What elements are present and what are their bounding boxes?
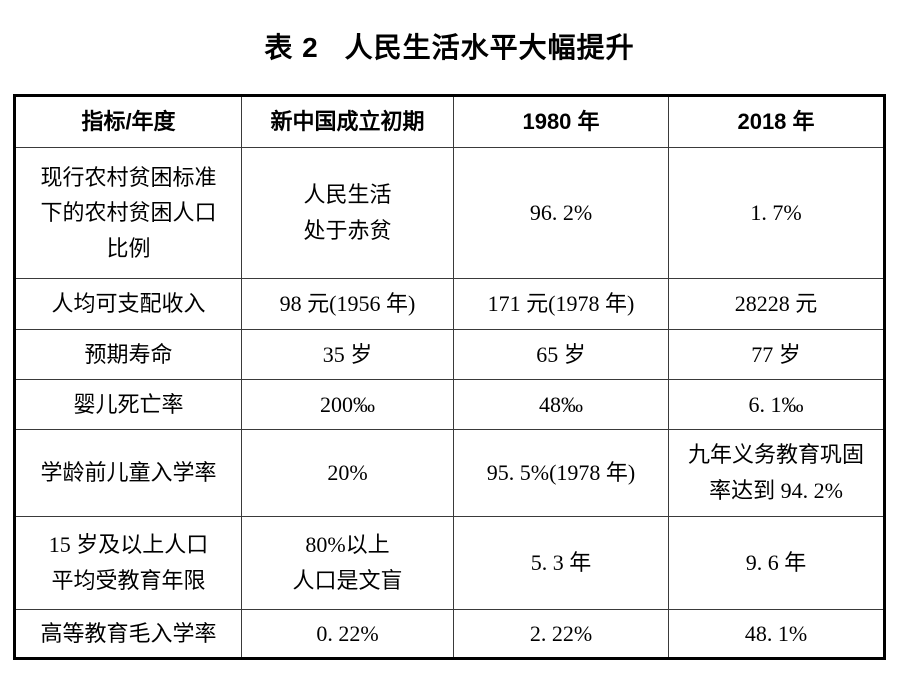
table-row-higher-education-enrollment: 高等教育毛入学率 0. 22% 2. 22% 48. 1% [14,609,885,659]
column-header-2018: 2018 年 [668,95,885,148]
table-row-infant-mortality: 婴儿死亡率 200‰ 48‰ 6. 1‰ [14,379,885,430]
table-cell: 28228 元 [668,278,885,330]
data-table: 指标/年度 新中国成立初期 1980 年 2018 年 现行农村贫困标准 下的农… [13,94,886,660]
table-cell: 15 岁及以上人口 平均受教育年限 [14,516,242,610]
table-cell: 2. 22% [453,609,669,659]
column-header-1980: 1980 年 [453,95,669,148]
table-cell: 人民生活 处于赤贫 [241,147,454,279]
table-title: 表 2 人民生活水平大幅提升 [0,26,899,66]
table-cell: 95. 5%(1978 年) [453,429,669,517]
table-cell: 0. 22% [241,609,454,659]
table-row-preschool-enrollment: 学龄前儿童入学率 20% 95. 5%(1978 年) 九年义务教育巩固 率达到… [14,429,885,517]
table-cell: 高等教育毛入学率 [14,609,242,659]
column-header-early-prc: 新中国成立初期 [241,95,454,148]
table-cell: 预期寿命 [14,329,242,380]
table-row-poverty-ratio: 现行农村贫困标准 下的农村贫困人口 比例 人民生活 处于赤贫 96. 2% 1.… [14,147,885,279]
table-header-row: 指标/年度 新中国成立初期 1980 年 2018 年 [14,95,885,148]
table-row-life-expectancy: 预期寿命 35 岁 65 岁 77 岁 [14,329,885,380]
table-cell: 96. 2% [453,147,669,279]
table-cell: 20% [241,429,454,517]
table-cell: 人均可支配收入 [14,278,242,330]
table-cell: 80%以上 人口是文盲 [241,516,454,610]
table-cell: 200‰ [241,379,454,430]
column-header-indicator: 指标/年度 [14,95,242,148]
table-cell: 48‰ [453,379,669,430]
table-cell: 5. 3 年 [453,516,669,610]
table-cell: 学龄前儿童入学率 [14,429,242,517]
table-title-label: 表 2 [264,32,319,63]
table-row-years-of-education: 15 岁及以上人口 平均受教育年限 80%以上 人口是文盲 5. 3 年 9. … [14,516,885,610]
table-cell: 1. 7% [668,147,885,279]
table-title-text: 人民生活水平大幅提升 [344,32,635,63]
table-cell: 婴儿死亡率 [14,379,242,430]
table-cell: 171 元(1978 年) [453,278,669,330]
table-cell: 98 元(1956 年) [241,278,454,330]
table-cell: 65 岁 [453,329,669,380]
table-cell: 6. 1‰ [668,379,885,430]
table-cell: 35 岁 [241,329,454,380]
table-cell: 9. 6 年 [668,516,885,610]
table-cell: 九年义务教育巩固 率达到 94. 2% [668,429,885,517]
table-cell: 77 岁 [668,329,885,380]
table-row-disposable-income: 人均可支配收入 98 元(1956 年) 171 元(1978 年) 28228… [14,278,885,330]
table-cell: 现行农村贫困标准 下的农村贫困人口 比例 [14,147,242,279]
table-cell: 48. 1% [668,609,885,659]
